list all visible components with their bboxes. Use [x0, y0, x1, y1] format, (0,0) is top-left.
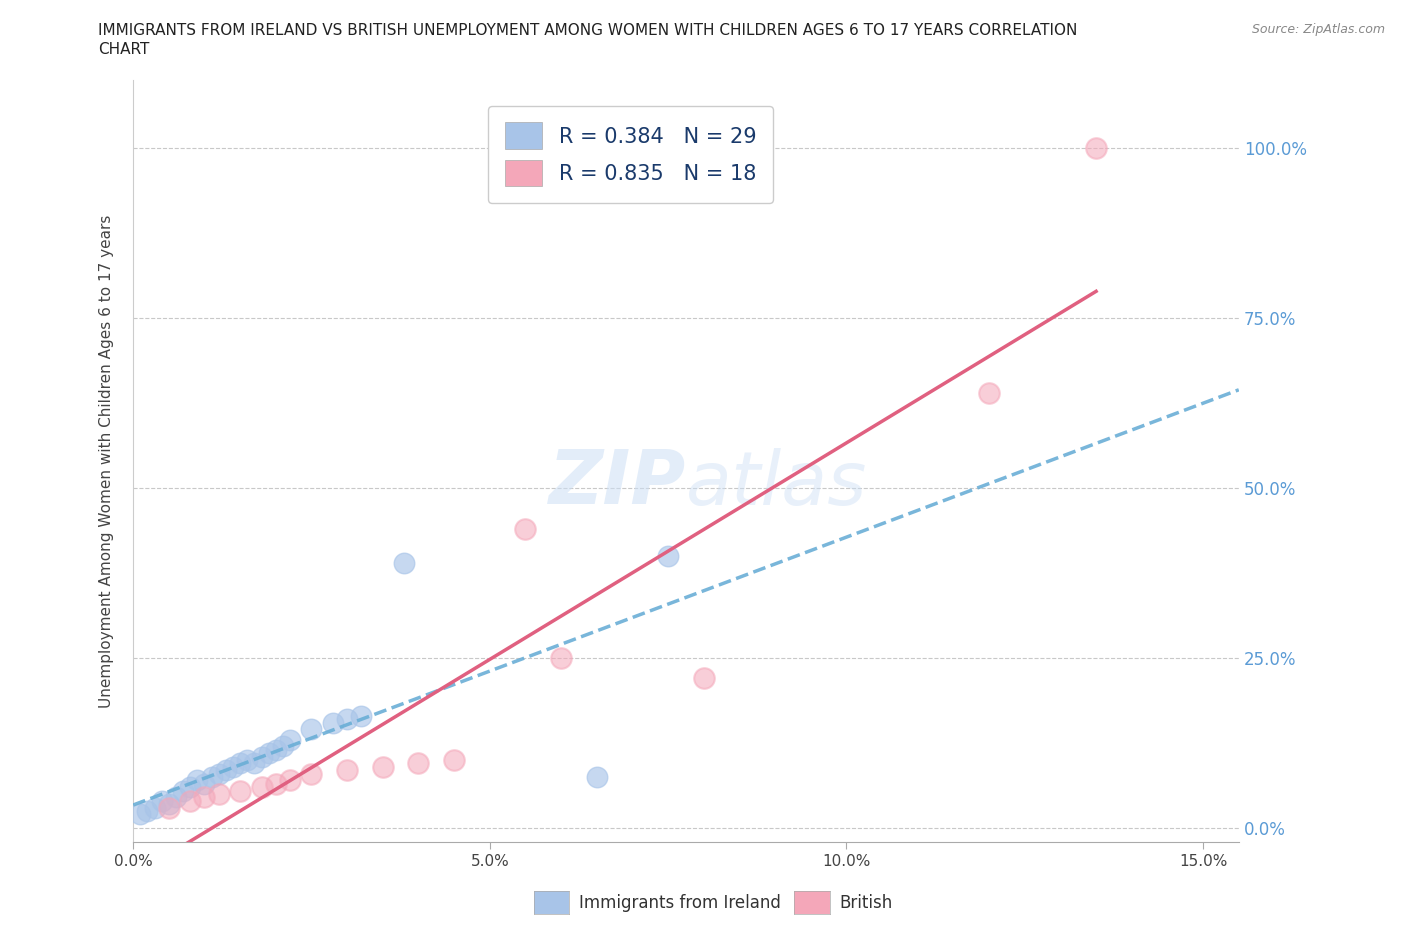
Point	[229, 756, 252, 771]
Point	[693, 671, 716, 686]
Point	[172, 783, 194, 798]
Y-axis label: Unemployment Among Women with Children Ages 6 to 17 years: Unemployment Among Women with Children A…	[100, 214, 114, 708]
Point	[250, 750, 273, 764]
Text: Source: ZipAtlas.com: Source: ZipAtlas.com	[1251, 23, 1385, 36]
Point	[585, 770, 607, 785]
Point	[278, 773, 301, 788]
Point	[657, 549, 679, 564]
Point	[193, 790, 215, 805]
Point	[301, 722, 323, 737]
Point	[1085, 140, 1108, 155]
Point	[443, 752, 465, 767]
Point	[200, 770, 222, 785]
Point	[157, 800, 180, 815]
Point	[336, 711, 359, 726]
Point	[208, 787, 231, 802]
Point	[208, 766, 231, 781]
Point	[186, 773, 208, 788]
Point	[129, 807, 152, 822]
Point	[977, 385, 1000, 400]
Point	[136, 804, 159, 818]
Point	[336, 763, 359, 777]
Point	[165, 790, 187, 805]
Point	[322, 715, 344, 730]
Text: Immigrants from Ireland: Immigrants from Ireland	[579, 894, 782, 912]
Point	[264, 742, 287, 757]
Point	[222, 760, 245, 775]
Text: ZIP: ZIP	[548, 447, 686, 520]
Point	[515, 522, 537, 537]
Point	[264, 777, 287, 791]
Point	[271, 739, 294, 754]
Point	[550, 651, 572, 666]
Point	[408, 756, 430, 771]
Point	[229, 783, 252, 798]
Point	[179, 780, 201, 795]
Point	[193, 777, 215, 791]
Point	[371, 760, 394, 775]
Point	[250, 780, 273, 795]
Text: British: British	[839, 894, 893, 912]
Text: atlas: atlas	[686, 447, 868, 520]
Point	[179, 793, 201, 808]
Point	[257, 746, 280, 761]
Point	[215, 763, 238, 777]
Legend: R = 0.384   N = 29, R = 0.835   N = 18: R = 0.384 N = 29, R = 0.835 N = 18	[488, 106, 773, 203]
Point	[143, 800, 166, 815]
Point	[236, 752, 259, 767]
Point	[350, 709, 373, 724]
Point	[278, 732, 301, 747]
Point	[157, 797, 180, 812]
Point	[392, 555, 415, 570]
Text: IMMIGRANTS FROM IRELAND VS BRITISH UNEMPLOYMENT AMONG WOMEN WITH CHILDREN AGES 6: IMMIGRANTS FROM IRELAND VS BRITISH UNEMP…	[98, 23, 1078, 38]
Point	[150, 793, 173, 808]
Point	[243, 756, 266, 771]
Text: CHART: CHART	[98, 42, 150, 57]
Point	[301, 766, 323, 781]
